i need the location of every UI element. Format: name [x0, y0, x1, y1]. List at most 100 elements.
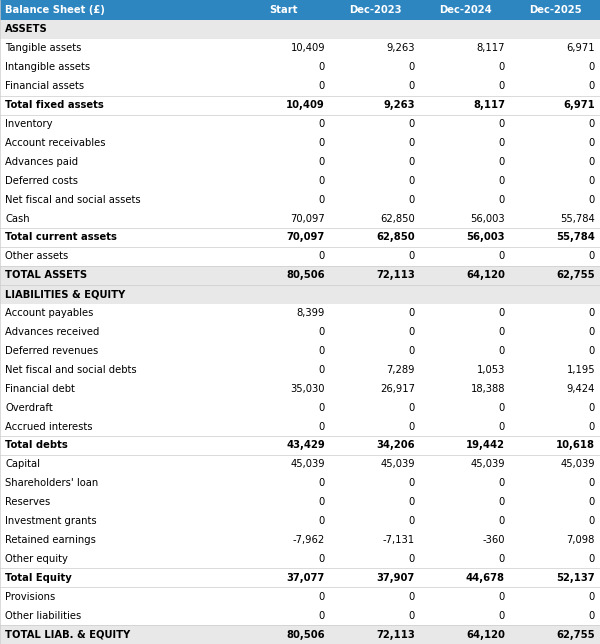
Text: 44,678: 44,678 [466, 573, 505, 583]
Text: 0: 0 [409, 611, 415, 621]
Bar [0, 96, 600, 115]
Text: Financial debt: Financial debt [5, 384, 75, 393]
Text: 9,263: 9,263 [386, 43, 415, 53]
Text: 0: 0 [589, 516, 595, 526]
Text: 0: 0 [589, 327, 595, 337]
Text: 6,971: 6,971 [563, 100, 595, 110]
Text: Dec-2025: Dec-2025 [529, 5, 581, 15]
Text: 8,399: 8,399 [296, 308, 325, 318]
Text: 0: 0 [409, 497, 415, 507]
Text: 8,117: 8,117 [476, 43, 505, 53]
Text: 0: 0 [409, 308, 415, 318]
Text: 80,506: 80,506 [286, 270, 325, 280]
Text: 64,120: 64,120 [466, 270, 505, 280]
Bar [0, 379, 600, 398]
Text: 0: 0 [589, 592, 595, 601]
Text: 0: 0 [319, 497, 325, 507]
Text: 0: 0 [589, 611, 595, 621]
Bar [0, 417, 600, 436]
Text: 0: 0 [409, 62, 415, 72]
Bar [0, 398, 600, 417]
Text: TOTAL LIAB. & EQUITY: TOTAL LIAB. & EQUITY [5, 630, 130, 639]
Text: Reserves: Reserves [5, 497, 50, 507]
Text: 0: 0 [499, 308, 505, 318]
Text: 62,850: 62,850 [376, 232, 415, 242]
Bar [0, 606, 600, 625]
Text: Dec-2024: Dec-2024 [439, 5, 491, 15]
Bar [0, 285, 600, 303]
Text: 0: 0 [319, 402, 325, 413]
Text: Deferred costs: Deferred costs [5, 176, 78, 185]
Text: Overdraft: Overdraft [5, 402, 53, 413]
Bar [0, 531, 600, 549]
Text: Investment grants: Investment grants [5, 516, 97, 526]
Text: Retained earnings: Retained earnings [5, 535, 96, 545]
Text: 64,120: 64,120 [466, 630, 505, 639]
Text: 0: 0 [499, 194, 505, 205]
Bar [0, 455, 600, 474]
Text: Advances received: Advances received [5, 327, 100, 337]
Text: Dec-2023: Dec-2023 [349, 5, 401, 15]
Text: 0: 0 [319, 365, 325, 375]
Text: Tangible assets: Tangible assets [5, 43, 82, 53]
Text: Capital: Capital [5, 459, 40, 469]
Text: Shareholders' loan: Shareholders' loan [5, 478, 98, 488]
Text: ASSETS: ASSETS [5, 24, 48, 35]
Text: 55,784: 55,784 [560, 214, 595, 223]
Text: 0: 0 [409, 346, 415, 356]
Text: 0: 0 [409, 138, 415, 148]
Text: 0: 0 [319, 176, 325, 185]
Text: 37,907: 37,907 [377, 573, 415, 583]
Bar [0, 361, 600, 379]
Bar [0, 341, 600, 361]
Text: -360: -360 [482, 535, 505, 545]
Text: 0: 0 [589, 176, 595, 185]
Bar [0, 228, 600, 247]
Text: LIABILITIES & EQUITY: LIABILITIES & EQUITY [5, 289, 125, 299]
Text: 0: 0 [409, 251, 415, 261]
Text: 45,039: 45,039 [470, 459, 505, 469]
Text: 9,424: 9,424 [566, 384, 595, 393]
Bar [0, 115, 600, 133]
Text: 45,039: 45,039 [560, 459, 595, 469]
Text: Start: Start [270, 5, 298, 15]
Text: 0: 0 [589, 346, 595, 356]
Text: 43,429: 43,429 [286, 440, 325, 450]
Text: 0: 0 [409, 402, 415, 413]
Text: 0: 0 [409, 176, 415, 185]
Text: 0: 0 [319, 81, 325, 91]
Text: 0: 0 [319, 554, 325, 564]
Text: 19,442: 19,442 [466, 440, 505, 450]
Text: 45,039: 45,039 [380, 459, 415, 469]
Text: 0: 0 [499, 327, 505, 337]
Text: 0: 0 [589, 554, 595, 564]
Bar [0, 77, 600, 96]
Text: 0: 0 [499, 81, 505, 91]
Text: 0: 0 [499, 119, 505, 129]
Text: 0: 0 [499, 554, 505, 564]
Text: 18,388: 18,388 [470, 384, 505, 393]
Text: 0: 0 [499, 346, 505, 356]
Text: 0: 0 [589, 194, 595, 205]
Bar [0, 0, 238, 20]
Text: Account payables: Account payables [5, 308, 94, 318]
Text: Advances paid: Advances paid [5, 157, 78, 167]
Text: 0: 0 [589, 81, 595, 91]
Bar [0, 20, 600, 39]
Text: Total fixed assets: Total fixed assets [5, 100, 104, 110]
Text: 0: 0 [499, 478, 505, 488]
Text: 0: 0 [499, 157, 505, 167]
Text: 0: 0 [589, 62, 595, 72]
Text: 0: 0 [319, 62, 325, 72]
Bar [330, 0, 420, 20]
Text: 8,117: 8,117 [473, 100, 505, 110]
Text: 70,097: 70,097 [290, 214, 325, 223]
Text: 70,097: 70,097 [287, 232, 325, 242]
Text: 0: 0 [409, 422, 415, 431]
Text: Accrued interests: Accrued interests [5, 422, 92, 431]
Text: 7,098: 7,098 [566, 535, 595, 545]
Bar [238, 0, 330, 20]
Text: 0: 0 [319, 422, 325, 431]
Text: Balance Sheet (£): Balance Sheet (£) [5, 5, 105, 15]
Text: 0: 0 [409, 554, 415, 564]
